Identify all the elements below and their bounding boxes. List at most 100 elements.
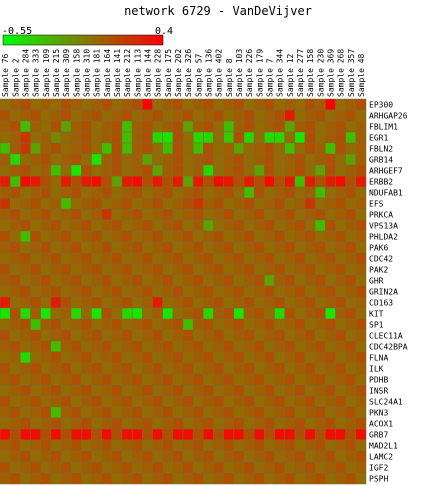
- heatmap-cell: [172, 164, 184, 177]
- heatmap-cell: [264, 373, 275, 386]
- heatmap-cell: [20, 329, 31, 342]
- heatmap-cell: [223, 318, 235, 331]
- heatmap-cell: [50, 417, 62, 430]
- heatmap-cell: [50, 197, 62, 210]
- heatmap-cell: [40, 428, 52, 441]
- heatmap-cell: [325, 296, 336, 309]
- heatmap-cell: [121, 340, 133, 353]
- heatmap-cell: [355, 263, 367, 276]
- heatmap-cell: [213, 252, 224, 265]
- heatmap-cell: [70, 186, 82, 199]
- heatmap-cell: [192, 142, 204, 155]
- heatmap-cell: [314, 219, 326, 232]
- heatmap-cell: [314, 318, 326, 331]
- heatmap-cell: [284, 142, 296, 155]
- heatmap-cell: [91, 230, 102, 243]
- heatmap-cell: [335, 164, 346, 177]
- heatmap-cell: [345, 197, 357, 210]
- heatmap-cell: [284, 219, 296, 232]
- heatmap-cell: [335, 186, 346, 199]
- heatmap-cell: [253, 362, 265, 375]
- heatmap-cell: [70, 241, 82, 254]
- heatmap-cell: [30, 285, 41, 298]
- heatmap-cell: [30, 120, 41, 133]
- heatmap-cell: [325, 406, 336, 419]
- heatmap-cell: [162, 230, 174, 243]
- heatmap-cell: [172, 362, 184, 375]
- heatmap-cell: [111, 428, 123, 441]
- heatmap-cell: [101, 120, 113, 133]
- heatmap-cell: [274, 131, 285, 144]
- heatmap-cell: [223, 109, 235, 122]
- heatmap-cell: [40, 153, 52, 166]
- heatmap-cell: [253, 109, 265, 122]
- heatmap-cell: [162, 318, 174, 331]
- heatmap-cell: [131, 98, 143, 111]
- heatmap-cell: [70, 142, 82, 155]
- heatmap-cell: [243, 252, 255, 265]
- heatmap-cell: [20, 230, 31, 243]
- heatmap-cell: [152, 208, 163, 221]
- heatmap-cell: [142, 362, 153, 375]
- heatmap-cell: [131, 219, 143, 232]
- heatmap-cell: [314, 230, 326, 243]
- heatmap-cell: [264, 395, 275, 408]
- heatmap-cell: [142, 241, 153, 254]
- heatmap-cell: [121, 131, 133, 144]
- heatmap-cell: [355, 252, 367, 265]
- heatmap-cell: [213, 428, 224, 441]
- heatmap-cell: [335, 450, 346, 463]
- heatmap-cell: [335, 274, 346, 287]
- heatmap-cell: [111, 307, 123, 320]
- heatmap-cell: [0, 208, 11, 221]
- heatmap-cell: [50, 175, 62, 188]
- heatmap-cell: [274, 241, 285, 254]
- heatmap-cell: [345, 472, 357, 485]
- heatmap-cell: [203, 274, 214, 287]
- heatmap-cell: [223, 406, 235, 419]
- heatmap-cell: [294, 230, 306, 243]
- column-label: Sample 212: [123, 49, 132, 97]
- heatmap-cell: [9, 197, 21, 210]
- heatmap-cell: [101, 461, 113, 474]
- heatmap-cell: [172, 417, 184, 430]
- heatmap-cell: [60, 164, 72, 177]
- row-label: PHLDA2: [369, 233, 398, 242]
- heatmap-cell: [20, 351, 31, 364]
- heatmap-cell: [40, 219, 52, 232]
- heatmap-cell: [172, 142, 184, 155]
- column-label: Sample 175: [164, 49, 173, 97]
- heatmap-cell: [213, 318, 224, 331]
- heatmap-cell: [121, 142, 133, 155]
- heatmap-cell: [253, 186, 265, 199]
- heatmap-cell: [60, 307, 72, 320]
- heatmap-cell: [264, 208, 275, 221]
- heatmap-cell: [30, 362, 41, 375]
- heatmap-cell: [131, 384, 143, 397]
- column-label: Sample 228: [154, 49, 163, 97]
- heatmap-cell: [253, 131, 265, 144]
- heatmap-cell: [284, 461, 296, 474]
- heatmap-cell: [20, 362, 31, 375]
- heatmap-cell: [60, 285, 72, 298]
- heatmap-cell: [0, 362, 11, 375]
- heatmap-cell: [264, 120, 275, 133]
- heatmap-cell: [91, 472, 102, 485]
- row-label: GRB14: [369, 156, 393, 165]
- heatmap-cell: [314, 142, 326, 155]
- heatmap-cell: [131, 208, 143, 221]
- heatmap-cell: [355, 164, 367, 177]
- heatmap-cell: [355, 274, 367, 287]
- heatmap-cell: [20, 263, 31, 276]
- heatmap-cell: [91, 307, 102, 320]
- heatmap-cell: [203, 461, 214, 474]
- heatmap-cell: [335, 329, 346, 342]
- heatmap-cell: [355, 120, 367, 133]
- heatmap-cell: [253, 351, 265, 364]
- heatmap-cell: [91, 142, 102, 155]
- heatmap-cell: [131, 362, 143, 375]
- heatmap-cell: [152, 186, 163, 199]
- heatmap-cell: [162, 439, 174, 452]
- heatmap-cell: [162, 417, 174, 430]
- heatmap-cell: [213, 153, 224, 166]
